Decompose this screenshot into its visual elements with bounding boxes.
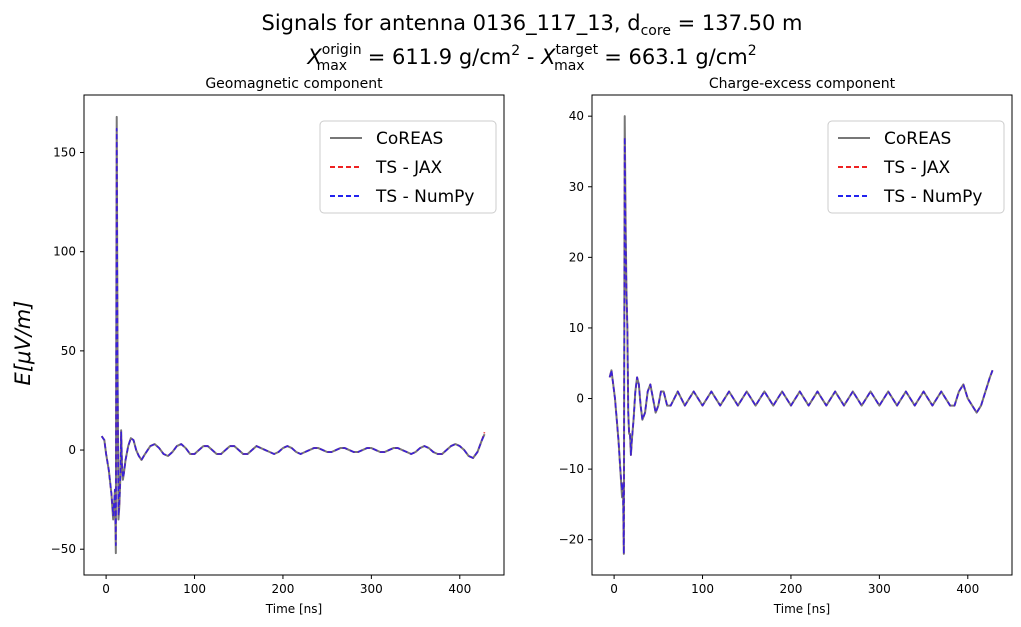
y-tick-label: 150 [53, 146, 76, 160]
y-tick-label: −50 [51, 542, 76, 556]
xmax-origin-sub: max [317, 58, 348, 74]
shared-y-axis-label: E[μV/m] [11, 301, 35, 386]
series-line-ts-numpy [608, 136, 994, 555]
y-tick-label: 50 [61, 344, 76, 358]
xmax-target-value: = 663.1 g/cm [598, 45, 748, 69]
unit-square-1: 2 [511, 43, 520, 59]
unit-square-2: 2 [748, 43, 757, 59]
subplot-title: Charge-excess component [709, 76, 896, 92]
subplot-title: Geomagnetic component [205, 76, 383, 92]
legend-label: TS - JAX [375, 158, 442, 178]
y-tick-label: 0 [68, 443, 76, 457]
legend-box [319, 120, 497, 214]
title-line1-sub: core [641, 23, 671, 39]
legend-label: CoREAS [884, 129, 951, 149]
axes-frame [591, 94, 1013, 576]
title-line1-main: Signals for antenna 0136_117_13, d [262, 11, 641, 36]
figure-title-line1: Signals for antenna 0136_117_13, dcore =… [262, 11, 803, 39]
axes-frame [83, 94, 505, 576]
x-axis-label: Time [ns] [773, 602, 830, 616]
x-tick-label: 100 [183, 582, 206, 596]
y-tick-label: −20 [559, 533, 584, 547]
series-line-ts-numpy [101, 127, 486, 547]
xmax-target-sub: max [554, 58, 585, 74]
y-tick-label: −10 [559, 462, 584, 476]
legend-label: TS - NumPy [883, 187, 982, 207]
x-tick-label: 300 [360, 582, 383, 596]
xmax-target-sup: target [556, 42, 599, 58]
x-tick-label: 0 [610, 582, 618, 596]
title-line1-tail: = 137.50 m [671, 11, 803, 35]
y-tick-label: 10 [569, 321, 584, 335]
legend-label: TS - NumPy [375, 187, 474, 207]
y-tick-label: 100 [53, 245, 76, 259]
x-tick-label: 400 [956, 582, 979, 596]
legend-label: TS - JAX [883, 158, 950, 178]
x-tick-label: 100 [691, 582, 714, 596]
y-tick-label: 30 [569, 180, 584, 194]
xmax-origin-value: = 611.9 g/cm [361, 45, 511, 69]
y-tick-label: 40 [569, 109, 584, 123]
x-tick-label: 200 [271, 582, 294, 596]
figure-title-line2: Xorigin max = 611.9 g/cm2 - Xtarget max = … [306, 42, 756, 74]
legend-box [827, 120, 1005, 214]
x-tick-label: 200 [779, 582, 802, 596]
xmax-origin-symbol: X [306, 45, 322, 69]
xmax-target-symbol: X [540, 45, 556, 69]
x-axis-label: Time [ns] [265, 602, 322, 616]
panel-1: Geomagnetic component 0 100 200 300 400 −50 0 50… [51, 76, 505, 616]
x-tick-label: 300 [868, 582, 891, 596]
xmax-origin-sup: origin [322, 42, 362, 58]
title-separator: - [520, 45, 541, 69]
y-tick-label: 20 [569, 250, 584, 264]
x-tick-label: 400 [448, 582, 471, 596]
x-tick-label: 0 [102, 582, 110, 596]
legend-label: CoREAS [376, 129, 443, 149]
y-tick-label: 0 [576, 392, 584, 406]
